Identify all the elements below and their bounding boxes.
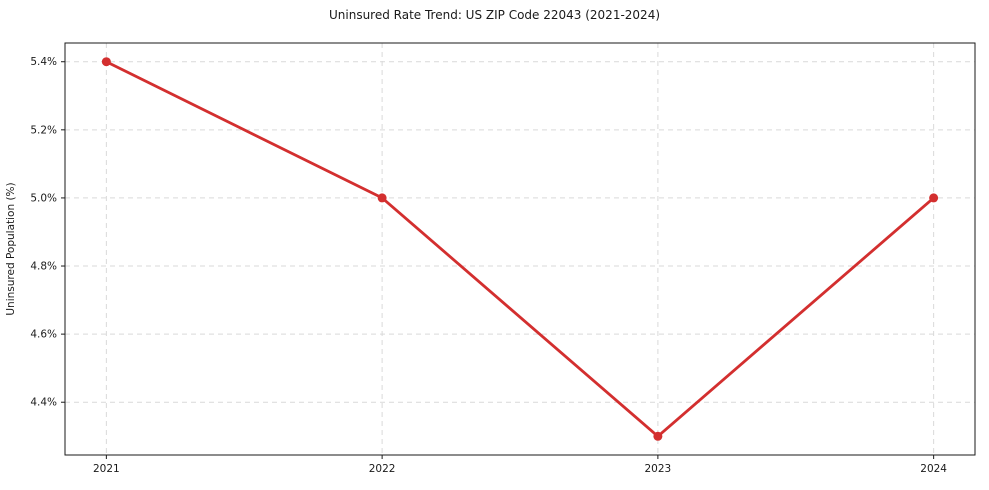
y-tick-label: 4.8% — [30, 261, 57, 273]
data-point — [377, 193, 387, 203]
x-tick-label: 2022 — [369, 463, 396, 475]
x-tick-label: 2021 — [93, 463, 120, 475]
y-tick-label: 5.0% — [30, 192, 57, 204]
data-point — [929, 193, 939, 203]
y-tick-label: 5.4% — [30, 56, 57, 68]
y-tick-label: 4.6% — [30, 329, 57, 341]
trend-line — [104, 60, 936, 438]
x-tick-label: 2023 — [645, 463, 672, 475]
chart-title: Uninsured Rate Trend: US ZIP Code 22043 … — [328, 8, 661, 22]
y-tick-label: 4.4% — [30, 397, 57, 409]
plot-border — [64, 42, 976, 456]
data-point — [653, 431, 663, 441]
x-tick-label: 2024 — [920, 463, 947, 475]
data-point — [101, 57, 111, 67]
y-tick-label: 5.2% — [30, 124, 57, 136]
